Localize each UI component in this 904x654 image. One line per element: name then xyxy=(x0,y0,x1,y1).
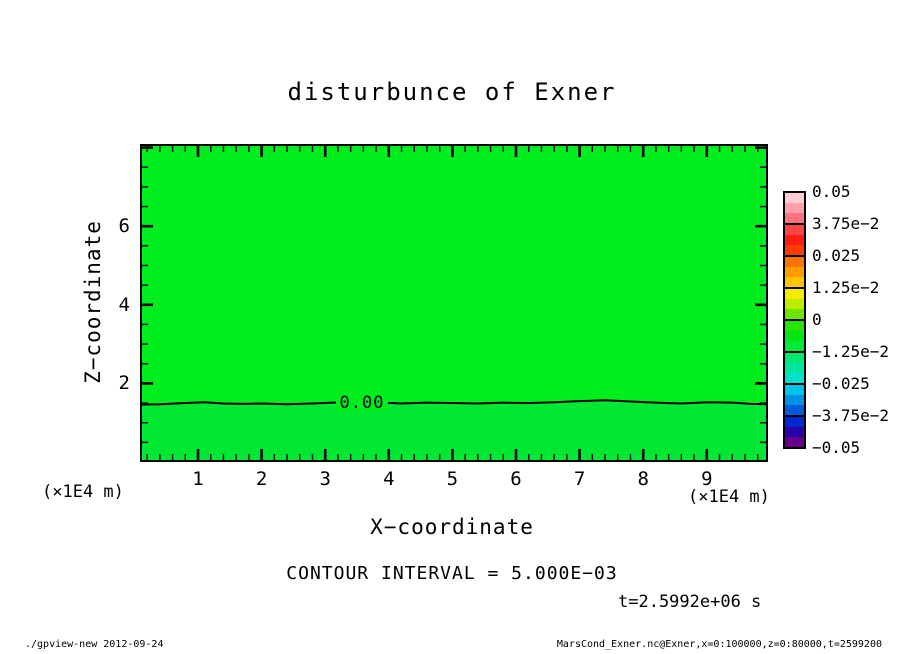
x-tick-label: 5 xyxy=(446,468,459,490)
x-tick-label: 4 xyxy=(383,468,395,490)
plot-area: 0.00 xyxy=(140,144,768,462)
colorbar-label: 0.025 xyxy=(812,246,861,265)
x-tick-label: 3 xyxy=(319,468,331,490)
colorbar-label: 0.05 xyxy=(812,182,851,201)
y-tick-label: 6 xyxy=(118,215,130,238)
y-axis-unit: (×1E4 m) xyxy=(42,482,124,502)
colorbar-labels: 0.05 3.75e−2 0.025 1.25e−2 0 −1.25e−2 −0.025 −3… xyxy=(812,182,904,481)
x-axis-unit: (×1E4 m) xyxy=(688,487,770,507)
x-tick-label: 7 xyxy=(573,468,586,490)
x-tick-label: 8 xyxy=(637,468,649,490)
contour-label: 0.00 xyxy=(340,393,385,413)
colorbar-cell xyxy=(783,223,806,257)
colorbar-cell xyxy=(783,415,806,449)
colorbar-label: 3.75e−2 xyxy=(812,214,880,233)
footer-source: MarsCond_Exner.nc@Exner,x=0:100000,z=0:8… xyxy=(556,639,882,650)
colorbar xyxy=(783,191,806,449)
colorbar-cell xyxy=(783,287,806,321)
colorbar-label: 1.25e−2 xyxy=(812,278,880,297)
x-tick-label: 6 xyxy=(510,468,522,490)
colorbar-label: −1.25e−2 xyxy=(812,342,890,361)
contour-interval-note: CONTOUR INTERVAL = 5.000E−03 xyxy=(286,563,618,584)
y-tick-label: 4 xyxy=(118,293,130,316)
time-stamp: t=2.5992e+06 s xyxy=(618,592,762,612)
colorbar-label: −3.75e−2 xyxy=(812,406,890,425)
plot-frame xyxy=(140,144,768,462)
colorbar-label: −0.025 xyxy=(812,374,870,393)
x-tick-label: 2 xyxy=(255,468,268,490)
colorbar-cell xyxy=(783,351,806,385)
chart-title: disturbunce of Exner xyxy=(287,78,617,106)
x-tick-label: 1 xyxy=(192,468,204,490)
colorbar-cell xyxy=(783,191,806,225)
y-tick-label: 2 xyxy=(118,372,130,395)
zero-contour-line xyxy=(140,399,768,406)
colorbar-label: −0.05 xyxy=(812,438,861,457)
field-lower xyxy=(141,400,767,461)
x-tick-label: 9 xyxy=(701,468,713,490)
colorbar-cell xyxy=(783,383,806,417)
colorbar-label: 0 xyxy=(812,310,822,329)
footer-command: ./gpview-new 2012-09-24 xyxy=(25,639,164,650)
contour-label-mask xyxy=(336,393,388,411)
colorbar-cell xyxy=(783,319,806,353)
x-axis-title: X−coordinate xyxy=(370,515,534,539)
colorbar-cell xyxy=(783,255,806,289)
